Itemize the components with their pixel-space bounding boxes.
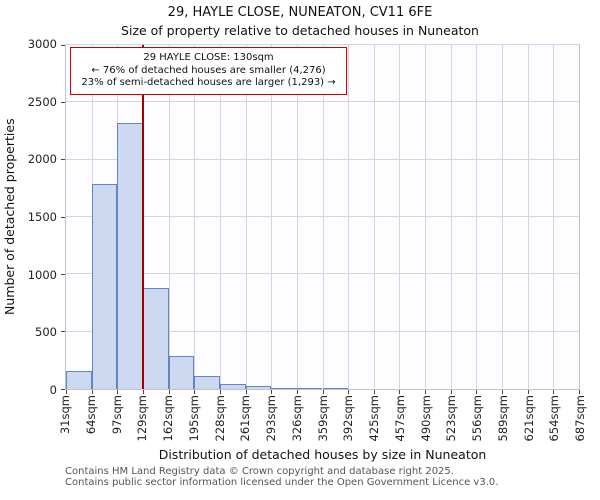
y-tick-mark [61, 101, 65, 103]
grid-line-v [425, 45, 427, 389]
x-tick-mark [527, 390, 529, 394]
y-tick-label: 2500 [27, 94, 57, 109]
x-tick-mark [91, 390, 93, 394]
chart-subtitle: Size of property relative to detached ho… [121, 23, 479, 38]
histogram-bar [142, 288, 169, 389]
x-tick-label: 392sqm [341, 395, 356, 442]
x-tick-mark [322, 390, 324, 394]
x-tick-label: 195sqm [186, 395, 201, 442]
footer-line-2: Contains public sector information licen… [65, 477, 499, 488]
grid-line-v [194, 45, 196, 389]
page-title: 29, HAYLE CLOSE, NUNEATON, CV11 6FE [167, 5, 433, 20]
x-tick-mark [579, 390, 580, 394]
y-tick-label: 2000 [27, 152, 57, 167]
x-tick-mark [219, 390, 221, 394]
histogram-bar [219, 383, 246, 389]
x-tick-mark [399, 390, 401, 394]
x-tick-mark [450, 390, 452, 394]
grid-line-h [66, 44, 579, 45]
histogram-bar [66, 370, 92, 389]
histogram-bar [91, 183, 118, 389]
grid-line-v [373, 45, 375, 389]
property-size-marker-line [142, 45, 145, 389]
x-tick-mark [142, 390, 144, 394]
x-tick-label: 64sqm [83, 395, 98, 435]
y-tick-mark [61, 388, 65, 390]
y-tick-mark [61, 44, 65, 46]
x-tick-mark [502, 390, 504, 394]
x-tick-mark [348, 390, 350, 394]
footer-line-1: Contains HM Land Registry data © Crown c… [65, 466, 454, 477]
x-tick-mark [476, 390, 478, 394]
grid-line-v [476, 45, 478, 389]
grid-line-v [348, 45, 350, 389]
histogram-bar [271, 387, 297, 389]
y-tick-label: 500 [35, 325, 57, 340]
grid-line-v [245, 45, 247, 389]
x-tick-label: 523sqm [444, 395, 459, 442]
annotation-smaller-stat: ← 76% of detached houses are smaller (4,… [91, 64, 326, 76]
plot-area [61, 44, 580, 394]
y-tick-label: 3000 [27, 37, 57, 51]
grid-line-v [168, 45, 170, 389]
x-tick-label: 261sqm [238, 395, 253, 442]
x-tick-label: 556sqm [470, 395, 484, 442]
x-tick-label: 293sqm [264, 395, 278, 442]
histogram-bar [168, 356, 195, 389]
x-tick-mark [245, 390, 247, 394]
x-tick-label: 31sqm [58, 395, 72, 435]
y-tick-mark [61, 216, 65, 218]
y-tick-mark [61, 273, 65, 275]
grid-line-v [219, 45, 221, 389]
y-tick-label: 1500 [27, 210, 57, 224]
x-tick-label: 589sqm [495, 395, 510, 442]
grid-line-v [553, 45, 555, 389]
x-tick-label: 687sqm [573, 395, 587, 442]
grid-line-v [399, 45, 401, 389]
x-tick-mark [553, 390, 555, 394]
grid-line-v [502, 45, 504, 389]
x-tick-label: 654sqm [547, 395, 562, 442]
x-tick-mark [271, 390, 273, 394]
x-tick-mark [425, 390, 427, 394]
x-tick-label: 129sqm [135, 395, 150, 442]
annotation-box: 29 HAYLE CLOSE: 130sqm ← 76% of detached… [70, 47, 347, 95]
x-tick-label: 359sqm [315, 395, 330, 442]
annotation-larger-stat: 23% of semi-detached houses are larger (… [81, 77, 336, 88]
y-tick-mark [61, 159, 65, 161]
x-tick-mark [373, 390, 375, 394]
y-tick-label: 0 [49, 383, 57, 397]
x-tick-label: 326sqm [289, 395, 304, 442]
y-tick-label: 1000 [27, 267, 57, 282]
x-axis-label: Distribution of detached houses by size … [158, 447, 487, 462]
histogram-bar [117, 122, 143, 389]
grid-line-v [271, 45, 273, 389]
x-tick-mark [296, 390, 298, 394]
x-tick-label: 97sqm [109, 395, 124, 435]
annotation-title: 29 HAYLE CLOSE: 130sqm [143, 52, 274, 63]
histogram-bar [245, 386, 272, 389]
histogram-bar [194, 376, 220, 389]
x-tick-mark [66, 390, 67, 394]
x-tick-labels: 31sqm 64sqm 97sqm 129sqm 162sqm 195sqm 228sqm 2… [58, 392, 587, 452]
x-tick-label: 228sqm [212, 395, 227, 442]
x-tick-mark [117, 390, 119, 394]
x-tick-label: 457sqm [392, 395, 407, 442]
grid-line-v [322, 45, 324, 389]
grid-line-v [527, 45, 529, 389]
histogram-bar [296, 388, 323, 389]
grid-line-v [296, 45, 298, 389]
x-tick-label: 425sqm [367, 395, 381, 442]
x-tick-mark [168, 390, 170, 394]
y-tick-labels: 0 500 1000 1500 2000 2500 3000 [0, 37, 60, 397]
y-tick-mark [61, 331, 65, 333]
x-tick-mark [194, 390, 196, 394]
x-tick-label: 621sqm [521, 395, 536, 442]
histogram-bar [322, 387, 349, 389]
x-tick-label: 162sqm [161, 395, 175, 442]
grid-line-v [450, 45, 452, 389]
x-tick-label: 490sqm [418, 395, 433, 442]
